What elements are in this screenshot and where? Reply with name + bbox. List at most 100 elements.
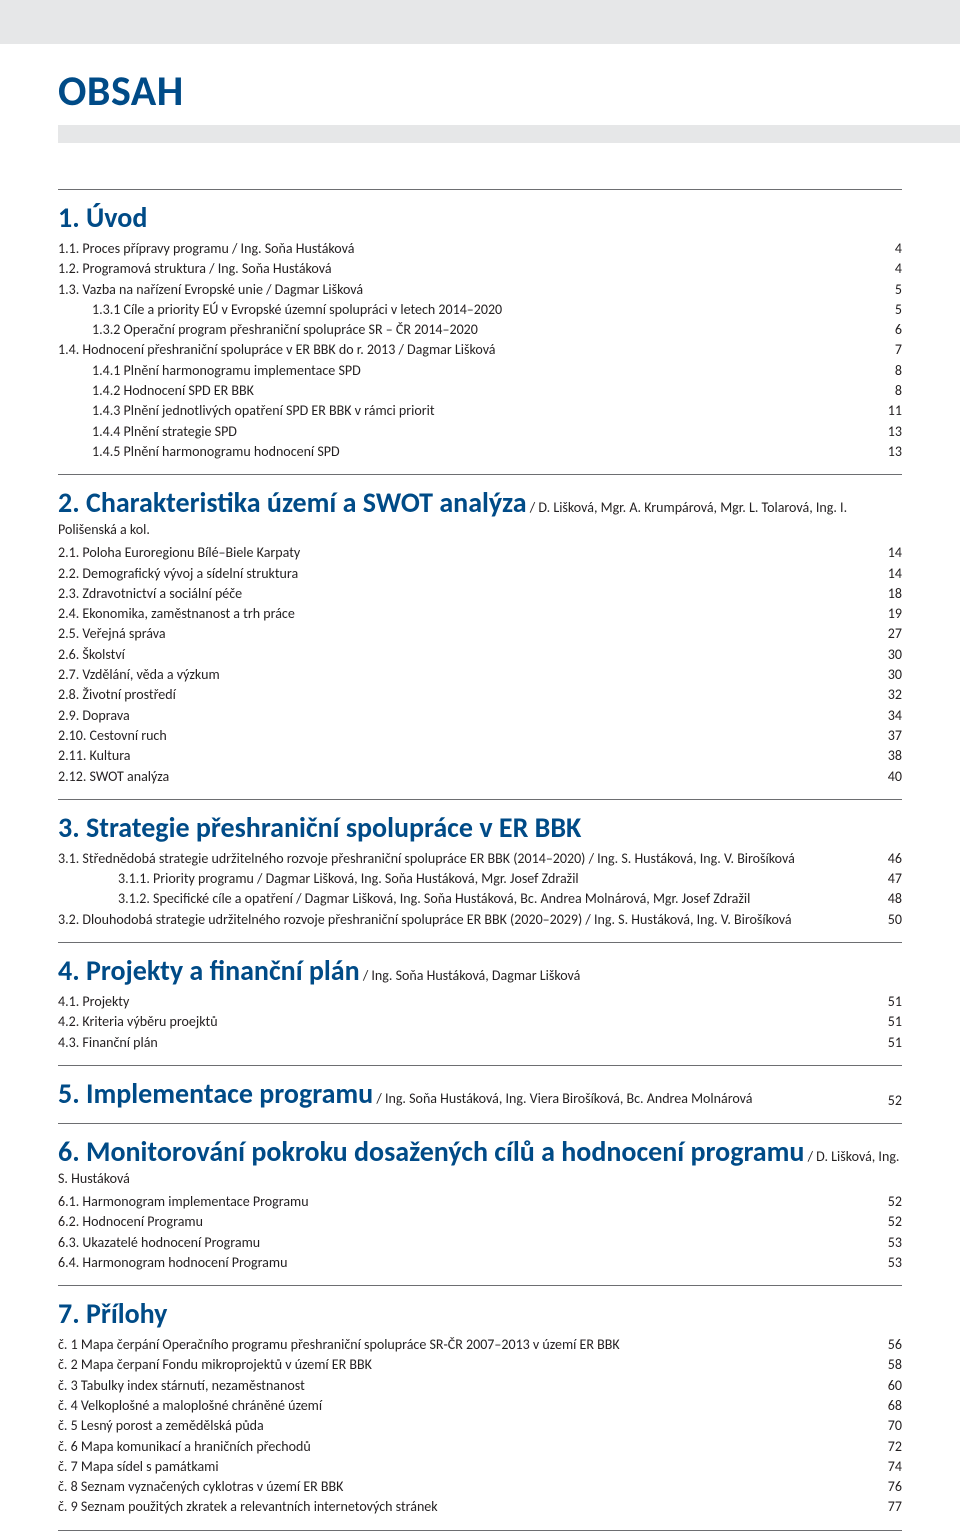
section-title: Úvod	[86, 200, 147, 235]
toc-row-label: 1.2. Programová struktura / Ing. Soňa Hu…	[58, 259, 870, 279]
toc-row: č. 9 Seznam použitých zkratek a relevant…	[58, 1497, 902, 1517]
toc-row: 1.4.4 Plnění strategie SPD13	[58, 422, 902, 442]
toc-row: 2.9. Doprava34	[58, 706, 902, 726]
toc-row-page: 30	[870, 645, 902, 665]
toc-row: č. 8 Seznam vyznačených cyklotras v územ…	[58, 1477, 902, 1497]
toc-row-page: 52	[870, 1212, 902, 1232]
top-grey-bar	[0, 0, 960, 44]
toc-row: 2.7. Vzdělání, věda a výzkum30	[58, 665, 902, 685]
toc-row: 1.1. Proces přípravy programu / Ing. Soň…	[58, 239, 902, 259]
toc-section: 2. Charakteristika území a SWOT analýza …	[58, 474, 902, 799]
section-heading: 7. Přílohy	[58, 1296, 902, 1331]
toc-row-label: 2.10. Cestovní ruch	[58, 726, 870, 746]
toc-row: 6.2. Hodnocení Programu52	[58, 1212, 902, 1232]
toc-row-page: 30	[870, 665, 902, 685]
toc-row: 2.1. Poloha Euroregionu Bílé–Biele Karpa…	[58, 543, 902, 563]
toc-row-label: 1.4. Hodnocení přeshraniční spolupráce v…	[58, 340, 870, 360]
section-title: Implementace programu	[86, 1076, 373, 1111]
toc-row-page: 38	[870, 746, 902, 766]
toc-row-label: 3.1. Střednědobá strategie udržitelného …	[58, 849, 870, 869]
toc-content: 1. Úvod 1.1. Proces přípravy programu / I…	[0, 161, 960, 1518]
toc-row-page: 68	[870, 1396, 902, 1416]
toc-row-page: 8	[870, 381, 902, 401]
section-items: 3.1. Střednědobá strategie udržitelného …	[58, 849, 902, 930]
toc-row: 1.3.2 Operační program přeshraniční spol…	[58, 320, 902, 340]
toc-row: č. 2 Mapa čerpaní Fondu mikroprojektů v …	[58, 1355, 902, 1375]
toc-row-page: 8	[870, 361, 902, 381]
toc-row-page: 51	[870, 992, 902, 1012]
toc-row-label: 4.3. Finanční plán	[58, 1033, 870, 1053]
toc-row-page: 34	[870, 706, 902, 726]
toc-row-page: 5	[870, 300, 902, 320]
toc-row-label: 4.1. Projekty	[58, 992, 870, 1012]
toc-section: 6. Monitorování pokroku dosažených cílů …	[58, 1123, 902, 1285]
toc-row-label: č. 1 Mapa čerpání Operačního programu př…	[58, 1335, 870, 1355]
toc-row-label: 6.1. Harmonogram implementace Programu	[58, 1192, 870, 1212]
section-number: 3.	[58, 810, 86, 845]
section-number: 4.	[58, 953, 86, 988]
toc-row-label: 4.2. Kriteria výběru proejktů	[58, 1012, 870, 1032]
toc-row-page: 60	[870, 1376, 902, 1396]
toc-row-label: 2.11. Kultura	[58, 746, 870, 766]
section-title: Monitorování pokroku dosažených cílů a h…	[86, 1134, 804, 1169]
toc-row-page: 13	[870, 442, 902, 462]
section-heading: 525. Implementace programu / Ing. Soňa H…	[58, 1076, 902, 1111]
toc-row-label: 1.4.4 Plnění strategie SPD	[58, 422, 870, 442]
toc-row: 1.4. Hodnocení přeshraniční spolupráce v…	[58, 340, 902, 360]
toc-row: 1.4.5 Plnění harmonogramu hodnocení SPD1…	[58, 442, 902, 462]
section-heading: 1. Úvod	[58, 200, 902, 235]
toc-row-page: 5	[870, 280, 902, 300]
toc-row-page: 14	[870, 543, 902, 563]
toc-row: 1.3.1 Cíle a priority EÚ v Evropské územ…	[58, 300, 902, 320]
toc-row: 3.1.1. Priority programu / Dagmar Liškov…	[58, 869, 902, 889]
section-heading: 4. Projekty a finanční plán / Ing. Soňa …	[58, 953, 902, 988]
toc-row-page: 47	[870, 869, 902, 889]
section-number: 2.	[58, 485, 86, 520]
section-items: č. 1 Mapa čerpání Operačního programu př…	[58, 1335, 902, 1518]
toc-row-label: 2.3. Zdravotnictví a sociální péče	[58, 584, 870, 604]
toc-row: 1.4.1 Plnění harmonogramu implementace S…	[58, 361, 902, 381]
section-authors: / Ing. Soňa Hustáková, Ing. Viera Biroší…	[373, 1090, 752, 1107]
toc-row-page: 32	[870, 685, 902, 705]
toc-row-label: č. 5 Lesný porost a zemědělská půda	[58, 1416, 870, 1436]
toc-row-label: č. 7 Mapa sídel s památkami	[58, 1457, 870, 1477]
toc-row-page: 70	[870, 1416, 902, 1436]
section-items: 2.1. Poloha Euroregionu Bílé–Biele Karpa…	[58, 543, 902, 787]
toc-row-label: 2.4. Ekonomika, zaměstnanost a trh práce	[58, 604, 870, 624]
toc-row: 4.2. Kriteria výběru proejktů51	[58, 1012, 902, 1032]
toc-row-page: 13	[870, 422, 902, 442]
toc-row-label: 1.4.5 Plnění harmonogramu hodnocení SPD	[58, 442, 870, 462]
toc-row-page: 14	[870, 564, 902, 584]
toc-row: 3.1.2. Specifické cíle a opatření / Dagm…	[58, 889, 902, 909]
section-items: 6.1. Harmonogram implementace Programu52…	[58, 1192, 902, 1273]
section-title: Projekty a finanční plán	[86, 953, 360, 988]
toc-row: č. 7 Mapa sídel s památkami74	[58, 1457, 902, 1477]
toc-row-page: 40	[870, 767, 902, 787]
toc-row-page: 76	[870, 1477, 902, 1497]
toc-row-label: 1.4.1 Plnění harmonogramu implementace S…	[58, 361, 870, 381]
toc-row: 2.5. Veřejná správa27	[58, 624, 902, 644]
toc-row-label: 3.1.2. Specifické cíle a opatření / Dagm…	[58, 889, 870, 909]
section-heading: 6. Monitorování pokroku dosažených cílů …	[58, 1134, 902, 1188]
toc-row: 1.3. Vazba na nařízení Evropské unie / D…	[58, 280, 902, 300]
toc-section: 4. Projekty a finanční plán / Ing. Soňa …	[58, 942, 902, 1065]
toc-row-page: 56	[870, 1335, 902, 1355]
toc-row-page: 4	[870, 239, 902, 259]
toc-row: 6.1. Harmonogram implementace Programu52	[58, 1192, 902, 1212]
toc-row-label: 6.3. Ukazatelé hodnocení Programu	[58, 1233, 870, 1253]
toc-row-label: 2.5. Veřejná správa	[58, 624, 870, 644]
toc-row-label: 2.7. Vzdělání, věda a výzkum	[58, 665, 870, 685]
toc-row-page: 58	[870, 1355, 902, 1375]
toc-row-label: č. 9 Seznam použitých zkratek a relevant…	[58, 1497, 870, 1517]
toc-row: 1.4.2 Hodnocení SPD ER BBK8	[58, 381, 902, 401]
toc-row-page: 18	[870, 584, 902, 604]
toc-row: 6.4. Harmonogram hodnocení Programu53	[58, 1253, 902, 1273]
toc-row: 2.6. Školství30	[58, 645, 902, 665]
toc-row: 4.3. Finanční plán51	[58, 1033, 902, 1053]
toc-row-label: 2.6. Školství	[58, 645, 870, 665]
toc-row-page: 48	[870, 889, 902, 909]
toc-row-label: č. 6 Mapa komunikací a hraničních přecho…	[58, 1437, 870, 1457]
section-number: 6.	[58, 1134, 86, 1169]
section-number: 1.	[58, 200, 86, 235]
toc-row: č. 3 Tabulky index stárnutí, nezaměstnan…	[58, 1376, 902, 1396]
